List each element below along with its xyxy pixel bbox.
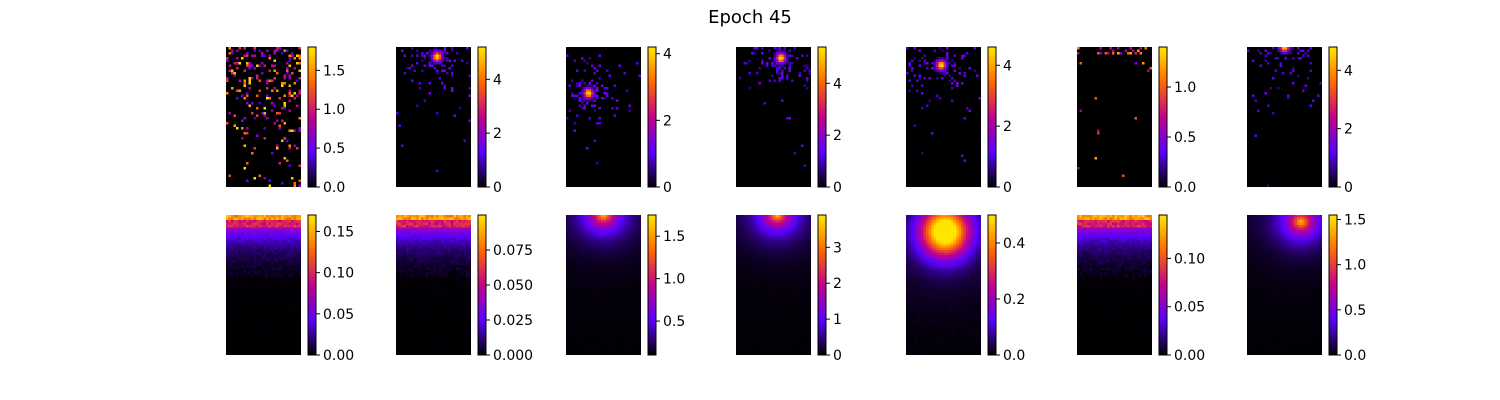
figure-title: Epoch 45 <box>708 7 792 28</box>
colorbar-tick-label: 0.0 <box>1003 348 1025 364</box>
heatmap-image <box>226 215 301 355</box>
colorbar-tick-label: 1.0 <box>323 102 345 118</box>
colorbar-tick-label: 2 <box>493 126 502 142</box>
colorbar-tick-label: 1.5 <box>1344 213 1366 229</box>
heatmap-panel-r1-c6: 0.0 0.5 1.0 <box>1077 46 1196 196</box>
heatmap-image <box>566 215 641 355</box>
colorbar-tick-label: 4 <box>1344 63 1353 79</box>
colorbar-tick-label: 4 <box>663 47 672 63</box>
heatmap-image <box>1247 215 1322 355</box>
colorbar-tick-label: 0.5 <box>1174 130 1196 146</box>
heatmap-panel-r2-c6: 0.00 0.05 0.10 <box>1077 214 1205 364</box>
colorbar-tick-label: 0.050 <box>493 278 533 294</box>
colorbar-tick-label: 2 <box>833 276 842 292</box>
colorbar-tick-label: 1.0 <box>1174 80 1196 96</box>
heatmap-panel-r1-c3: 0 2 4 <box>566 46 672 196</box>
colorbar-tick-label: 0.15 <box>323 224 354 240</box>
colorbar-tick-label: 0.075 <box>493 243 533 259</box>
heatmap-image <box>1247 47 1322 187</box>
colorbar-tick-label: 0 <box>1003 180 1012 196</box>
colorbar-tick-label: 0.0 <box>323 180 345 196</box>
colorbar-tick-label: 0 <box>493 180 502 196</box>
heatmap-panel-r2-c5: 0.0 0.2 0.4 <box>906 214 1025 364</box>
heatmap-panel-r1-c1: 0.0 0.5 1.0 1.5 <box>226 46 345 196</box>
colorbar <box>307 214 317 356</box>
colorbar-tick-label: 1 <box>833 312 842 328</box>
heatmap-panel-r2-c7: 0.0 0.5 1.0 1.5 <box>1247 213 1366 364</box>
colorbar-tick-label: 2 <box>1344 122 1353 138</box>
heatmap-panel-r1-c2: 0 2 4 <box>396 46 502 196</box>
colorbar <box>1158 214 1168 356</box>
colorbar-tick-label: 4 <box>493 72 502 88</box>
colorbar-tick-label: 0.5 <box>1344 303 1366 319</box>
colorbar-tick-label: 0.2 <box>1003 292 1025 308</box>
colorbar-tick-label: 1.0 <box>1344 258 1366 274</box>
colorbar-tick-label: 0.0 <box>1174 180 1196 196</box>
colorbar-tick-label: 0.4 <box>1003 236 1025 252</box>
heatmap-panel-r1-c7: 0 2 4 <box>1247 46 1353 196</box>
colorbar <box>477 214 487 356</box>
colorbar <box>987 214 997 356</box>
colorbar-tick-label: 1.5 <box>323 63 345 79</box>
colorbar-tick-label: 0.000 <box>493 348 533 364</box>
colorbar <box>1328 46 1338 188</box>
heatmap-panel-r1-c5: 0 2 4 <box>906 46 1012 196</box>
colorbar <box>987 46 997 188</box>
colorbar-tick-label: 2 <box>833 128 842 144</box>
colorbar-tick-label: 0.0 <box>1344 348 1366 364</box>
heatmap-panel-r2-c4: 0 1 2 3 <box>736 214 842 364</box>
colorbar-tick-label: 0 <box>833 180 842 196</box>
colorbar-tick-label: 0.10 <box>323 266 354 282</box>
panel-grid: 0.00.51.01.50240240240240.00.51.00240.00… <box>226 46 1366 364</box>
colorbar-tick-label: 0.5 <box>663 314 685 330</box>
heatmap-panel-r2-c3: 0.5 1.0 1.5 <box>566 214 685 356</box>
colorbar-tick-label: 2 <box>1003 119 1012 135</box>
heatmap-image <box>396 215 471 355</box>
heatmap-panel-r2-c2: 0.000 0.025 0.050 0.075 <box>396 214 533 364</box>
heatmap-image <box>396 47 471 187</box>
heatmap-image <box>1077 47 1152 187</box>
colorbar-tick-label: 0.05 <box>1174 300 1205 316</box>
colorbar <box>647 46 657 188</box>
colorbar <box>817 46 827 188</box>
colorbar-tick-label: 0.00 <box>323 348 354 364</box>
heatmap-image <box>906 215 981 355</box>
heatmap-image <box>566 47 641 187</box>
heatmap-image <box>906 47 981 187</box>
colorbar-tick-label: 0.10 <box>1174 251 1205 267</box>
colorbar-tick-label: 4 <box>833 76 842 92</box>
colorbar-tick-label: 2 <box>663 113 672 129</box>
heatmap-image <box>736 47 811 187</box>
heatmap-image <box>226 47 301 187</box>
colorbar <box>647 214 657 356</box>
colorbar <box>1158 46 1168 188</box>
colorbar-tick-label: 0.00 <box>1174 348 1205 364</box>
colorbar-tick-label: 3 <box>833 240 842 256</box>
colorbar <box>1328 214 1338 356</box>
heatmap-image <box>1077 215 1152 355</box>
colorbar <box>307 46 317 188</box>
colorbar-tick-label: 4 <box>1003 58 1012 74</box>
colorbar-tick-label: 1.5 <box>663 229 685 245</box>
colorbar <box>477 46 487 188</box>
colorbar-tick-label: 0.5 <box>323 141 345 157</box>
colorbar-tick-label: 0 <box>1344 180 1353 196</box>
colorbar-tick-label: 1.0 <box>663 272 685 288</box>
heatmap-panel-r1-c4: 0 2 4 <box>736 46 842 196</box>
colorbar-tick-label: 0 <box>663 180 672 196</box>
colorbar <box>817 214 827 356</box>
colorbar-tick-label: 0.05 <box>323 307 354 323</box>
colorbar-tick-label: 0.025 <box>493 313 533 329</box>
heatmap-image <box>736 215 811 355</box>
colorbar-tick-label: 0 <box>833 348 842 364</box>
heatmap-panel-r2-c1: 0.00 0.05 0.10 0.15 <box>226 214 354 364</box>
